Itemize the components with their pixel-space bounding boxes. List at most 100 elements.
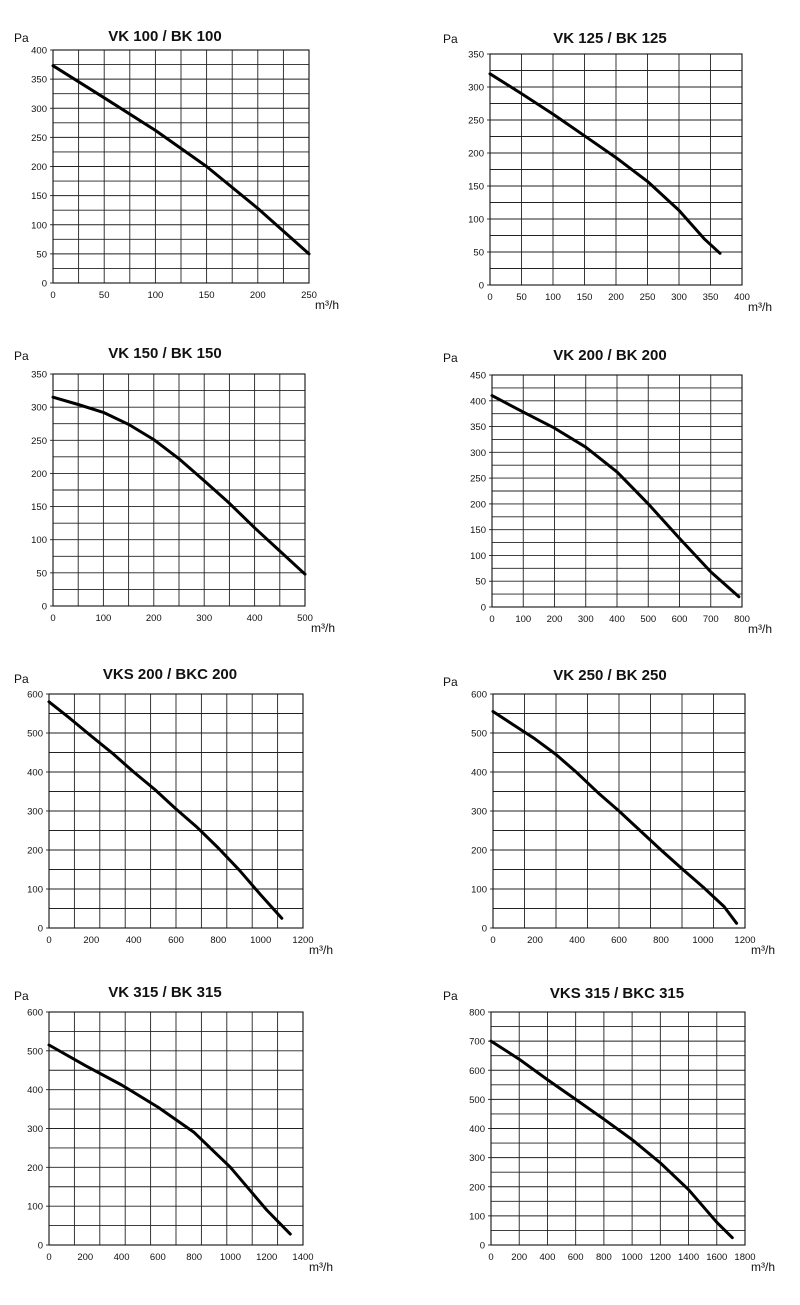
y-axis-label: Pa: [443, 32, 458, 46]
x-tick-label: 1200: [650, 1252, 671, 1263]
pressure-flow-curve: [51, 64, 311, 256]
y-tick-label: 100: [469, 1211, 485, 1222]
y-tick-label: 400: [469, 1124, 485, 1135]
y-tick-label: 250: [31, 436, 47, 447]
y-tick-label: 200: [31, 469, 47, 480]
fan-curve-chart: 0 50 100 150 200 250 300 350 0 50 100 150 200 250 300 3…: [443, 30, 772, 314]
y-tick-label: 500: [471, 729, 487, 740]
x-axis-label: m³/h: [748, 300, 772, 314]
chart-title: VK 150 / BK 150: [108, 345, 221, 362]
y-tick-label: 600: [27, 690, 43, 701]
x-tick-label: 300: [671, 292, 687, 303]
y-tick-label: 100: [471, 885, 487, 896]
x-tick-label: 0: [46, 1252, 51, 1263]
x-tick-label: 50: [99, 290, 110, 301]
y-tick-label: 400: [31, 46, 47, 57]
pressure-flow-curve: [489, 1039, 734, 1240]
x-tick-label: 1400: [678, 1252, 699, 1263]
x-tick-label: 400: [247, 613, 263, 624]
y-tick-label: 150: [470, 525, 486, 536]
y-tick-label: 200: [31, 162, 47, 173]
y-tick-label: 200: [27, 1163, 43, 1174]
y-tick-label: 0: [42, 602, 47, 613]
y-tick-label: 350: [31, 370, 47, 381]
y-tick-label: 300: [470, 448, 486, 459]
fan-curve-chart: 0 50 100 150 200 250 300 350 0 100 200 300 400 500 VK …: [14, 345, 335, 635]
pressure-flow-curve: [51, 395, 307, 576]
y-tick-label: 250: [468, 116, 484, 127]
fan-curve-chart: 0 100 200 300 400 500 600 0 200 400 600 800 1000 1200…: [443, 667, 775, 957]
chart-title: VK 315 / BK 315: [108, 984, 221, 1001]
fan-curve-chart: 0 100 200 300 400 500 600 700 800 0 200 400 600 800 10…: [443, 985, 775, 1274]
x-tick-label: 300: [578, 614, 594, 625]
x-tick-label: 1200: [292, 935, 313, 946]
x-tick-label: 600: [672, 614, 688, 625]
y-tick-label: 600: [27, 1008, 43, 1019]
x-tick-label: 400: [734, 292, 750, 303]
x-tick-label: 0: [490, 935, 495, 946]
y-tick-label: 100: [470, 551, 486, 562]
x-tick-label: 1000: [250, 935, 271, 946]
pressure-flow-curve: [47, 1043, 292, 1236]
x-tick-label: 1000: [220, 1252, 241, 1263]
x-tick-label: 700: [703, 614, 719, 625]
chart-title: VK 250 / BK 250: [553, 667, 666, 684]
x-tick-label: 800: [734, 614, 750, 625]
y-tick-label: 300: [31, 104, 47, 115]
y-tick-label: 350: [468, 50, 484, 61]
x-tick-label: 0: [50, 290, 55, 301]
x-axis-label: m³/h: [309, 943, 333, 957]
y-tick-label: 200: [468, 149, 484, 160]
x-tick-label: 1400: [292, 1252, 313, 1263]
chart-title: VKS 315 / BKC 315: [550, 985, 684, 1002]
x-tick-label: 1000: [692, 935, 713, 946]
y-tick-label: 250: [31, 133, 47, 144]
x-axis-label: m³/h: [751, 1260, 775, 1274]
x-tick-label: 200: [250, 290, 266, 301]
plot-frame: [489, 53, 743, 286]
chart-grid: [492, 375, 742, 607]
x-tick-label: 50: [516, 292, 527, 303]
y-axis-label: Pa: [14, 349, 29, 363]
chart-grid: [53, 50, 309, 283]
y-tick-label: 600: [469, 1066, 485, 1077]
x-tick-label: 800: [186, 1252, 202, 1263]
x-tick-label: 500: [297, 613, 313, 624]
x-tick-label: 200: [511, 1252, 527, 1263]
x-tick-label: 600: [150, 1252, 166, 1263]
y-tick-label: 100: [31, 220, 47, 231]
x-tick-label: 0: [46, 935, 51, 946]
y-tick-label: 100: [31, 535, 47, 546]
x-tick-label: 1200: [734, 935, 755, 946]
y-tick-label: 400: [470, 396, 486, 407]
x-tick-label: 800: [210, 935, 226, 946]
x-axis-label: m³/h: [751, 943, 775, 957]
plot-frame: [491, 374, 743, 608]
x-tick-label: 800: [596, 1252, 612, 1263]
y-tick-label: 300: [468, 83, 484, 94]
y-tick-label: 400: [27, 768, 43, 779]
x-tick-label: 300: [196, 613, 212, 624]
y-tick-label: 0: [481, 603, 486, 614]
y-tick-label: 150: [468, 182, 484, 193]
x-tick-label: 0: [487, 292, 492, 303]
y-tick-label: 200: [469, 1182, 485, 1193]
x-tick-label: 100: [147, 290, 163, 301]
x-tick-label: 250: [301, 290, 317, 301]
chart-grid: [49, 1012, 303, 1245]
y-tick-label: 450: [470, 371, 486, 382]
y-tick-label: 100: [27, 885, 43, 896]
y-tick-label: 200: [470, 499, 486, 510]
y-axis-label: Pa: [443, 675, 458, 689]
y-axis-label: Pa: [443, 989, 458, 1003]
y-tick-label: 200: [471, 846, 487, 857]
y-tick-label: 50: [475, 577, 486, 588]
y-axis-label: Pa: [443, 351, 458, 365]
chart-title: VK 125 / BK 125: [553, 30, 666, 47]
y-tick-label: 350: [31, 75, 47, 86]
x-tick-label: 100: [545, 292, 561, 303]
y-tick-label: 500: [27, 729, 43, 740]
x-axis-label: m³/h: [748, 622, 772, 636]
x-tick-label: 200: [77, 1252, 93, 1263]
chart-title: VK 100 / BK 100: [108, 28, 221, 45]
